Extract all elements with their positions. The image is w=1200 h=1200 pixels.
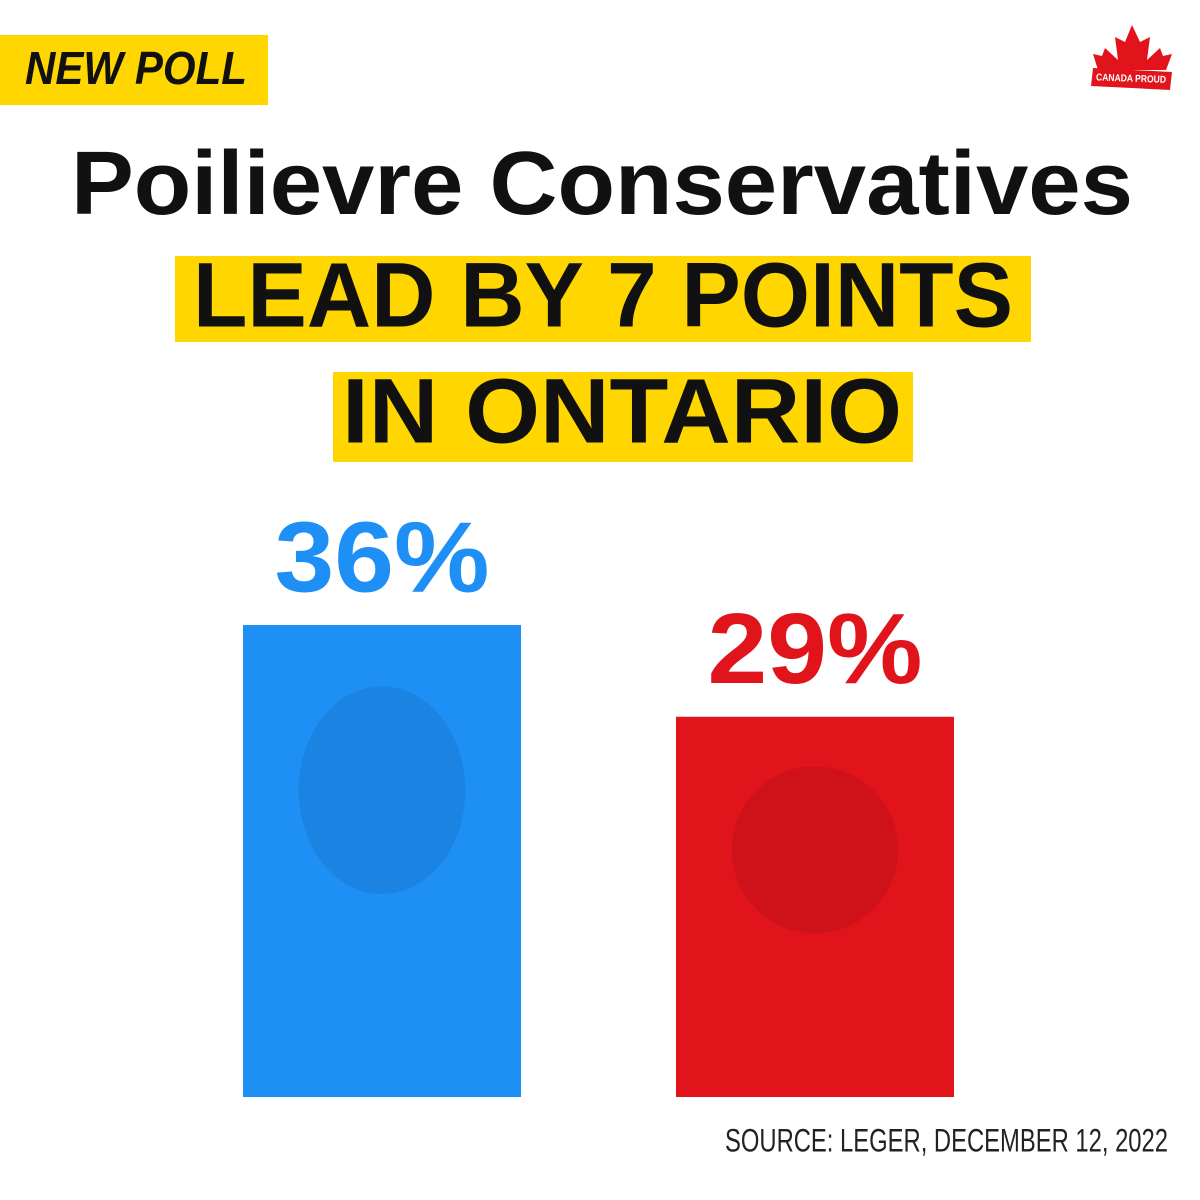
badge-box <box>0 35 268 105</box>
value-label: 29% <box>708 593 923 705</box>
bar-shading <box>731 766 899 934</box>
bar <box>243 625 521 1097</box>
chart-title: Poilievre Conservatives <box>71 134 1133 234</box>
logo-banner <box>1091 68 1172 90</box>
logo: CANADA PROUD <box>1091 25 1172 90</box>
brand: CANADA PROUD <box>1096 72 1166 85</box>
bar <box>676 716 954 1097</box>
subtitle: LEAD BY 7 POINTS <box>193 244 1013 346</box>
highlight-box <box>333 372 913 462</box>
subtitle: IN ONTARIO <box>342 360 902 462</box>
badge: NEW POLL <box>25 42 247 94</box>
maple-leaf <box>1093 25 1172 70</box>
value-label: 36% <box>275 501 490 613</box>
source: SOURCE: LEGER, DECEMBER 12, 2022 <box>725 1122 1168 1158</box>
highlight-box <box>175 256 1031 342</box>
bar-shading <box>298 686 466 895</box>
